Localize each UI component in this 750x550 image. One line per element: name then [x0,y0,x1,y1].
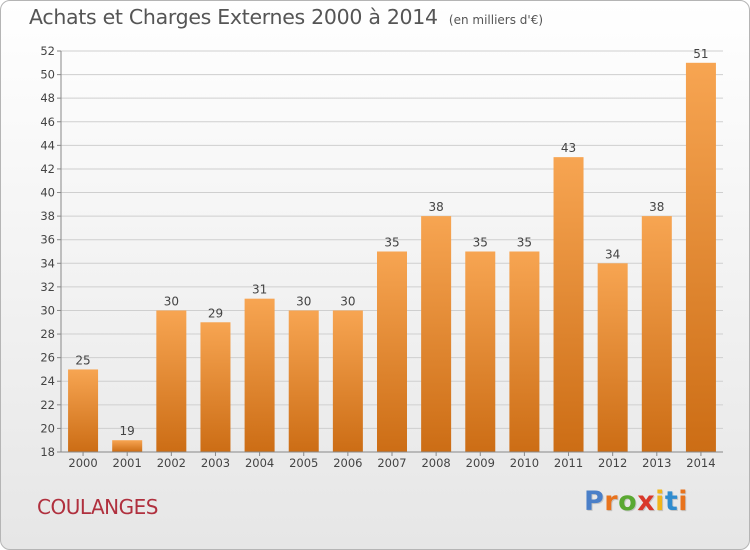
data-label: 31 [252,283,267,297]
data-label: 25 [75,353,90,367]
y-tick-label: 50 [40,68,55,82]
x-tick-label: 2013 [642,456,671,470]
bar [68,369,99,452]
bar [597,263,628,452]
data-label: 51 [693,47,708,61]
bar [200,322,231,452]
y-tick-label: 20 [40,421,55,435]
bar [156,310,187,452]
logo-letter: i [678,486,689,517]
y-tick-label: 34 [40,256,55,270]
x-tick-label: 2005 [289,456,318,470]
data-label: 29 [208,306,223,320]
bar [112,440,143,452]
y-tick-label: 48 [40,91,55,105]
bar [288,310,319,452]
x-tick-label: 2014 [686,456,715,470]
data-label: 19 [120,424,135,438]
data-label: 30 [164,294,179,308]
y-tick-label: 26 [40,351,55,365]
y-tick-label: 22 [40,398,55,412]
y-tick-label: 18 [40,445,55,459]
y-tick-label: 42 [40,162,55,176]
data-label: 30 [340,294,355,308]
bar [332,310,363,452]
logo-letter: o [618,486,638,517]
logo-letter: i [655,486,665,517]
bar [641,216,672,452]
x-tick-label: 2003 [201,456,230,470]
x-tick-label: 2006 [333,456,362,470]
bar [421,216,452,452]
logo-letter: x [637,486,656,517]
chart-title: Achats et Charges Externes 2000 à 2014 [29,5,438,29]
y-tick-label: 40 [40,186,55,200]
logo-letter: t [664,486,679,517]
y-tick-label: 32 [40,280,55,294]
x-tick-label: 2007 [377,456,406,470]
y-tick-label: 52 [40,44,55,58]
x-tick-label: 2012 [598,456,627,470]
commune-name: COULANGES [37,495,158,519]
data-label: 30 [296,294,311,308]
y-tick-label: 30 [40,303,55,317]
x-tick-label: 2000 [68,456,97,470]
bar [244,298,275,452]
data-label: 38 [428,200,443,214]
data-label: 43 [561,141,576,155]
chart-title-block: Achats et Charges Externes 2000 à 2014 (… [29,5,543,29]
x-tick-label: 2001 [113,456,142,470]
data-label: 34 [605,247,620,261]
logo-letter: P [584,486,605,517]
label-layer: 18 20 22 24 26 28 30 32 34 36 38 40 42 44 46 48 50 52 25 20… [40,44,715,470]
x-tick-label: 2011 [554,456,583,470]
y-tick-label: 36 [40,233,55,247]
proxiti-logo: Proxiti [584,486,688,517]
x-tick-label: 2002 [157,456,186,470]
x-tick-label: 2010 [510,456,539,470]
bar [377,251,407,452]
bar [553,157,584,452]
x-tick-label: 2004 [245,456,274,470]
data-label: 35 [517,236,532,250]
x-tick-label: 2009 [466,456,495,470]
logo-letter: r [604,486,619,517]
bar [685,62,716,452]
y-tick-label: 46 [40,115,55,129]
bar [509,251,540,452]
axis-layer [57,50,723,456]
data-label: 38 [649,200,664,214]
data-label: 35 [473,236,488,250]
y-tick-label: 28 [40,327,55,341]
bar [465,251,496,452]
y-tick-label: 38 [40,209,55,223]
data-label: 35 [384,236,399,250]
y-tick-label: 44 [40,138,55,152]
chart-subtitle: (en milliers d'€) [448,13,544,27]
y-tick-label: 24 [40,374,55,388]
bar-layer [68,62,716,452]
x-tick-label: 2008 [421,456,450,470]
